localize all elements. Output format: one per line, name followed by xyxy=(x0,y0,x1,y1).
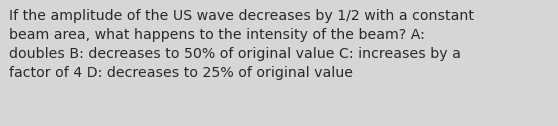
Text: If the amplitude of the US wave decreases by 1/2 with a constant
beam area, what: If the amplitude of the US wave decrease… xyxy=(9,9,474,80)
